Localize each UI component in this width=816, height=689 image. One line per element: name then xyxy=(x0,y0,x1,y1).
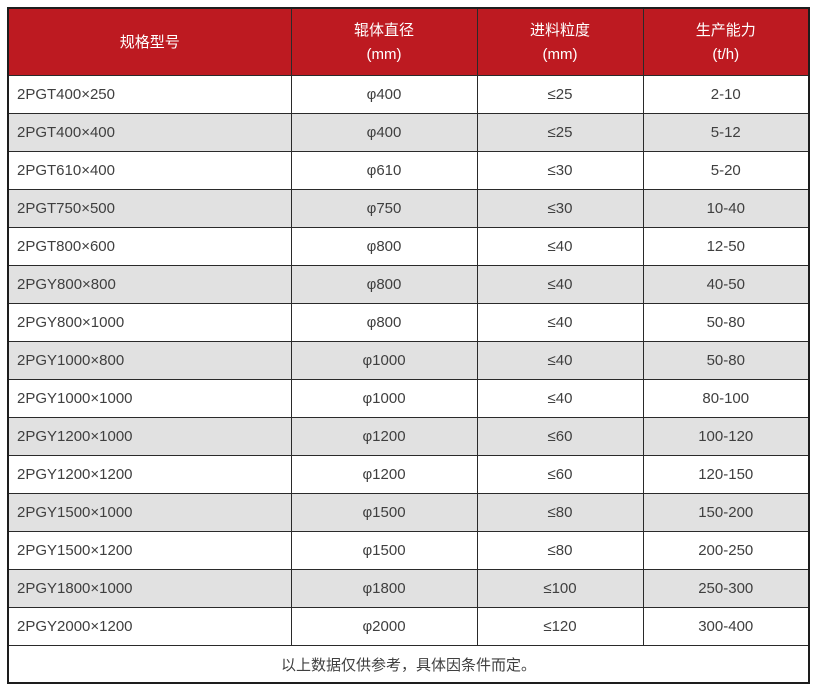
column-header-feed-size-label: 进料粒度 xyxy=(529,21,590,39)
table-row: 2PGY1200×1200 φ1200 ≤60 120-150 xyxy=(7,455,810,494)
capacity-cell: 50-80 xyxy=(642,341,810,380)
diameter-cell: φ400 xyxy=(290,113,478,152)
capacity-cell: 200-250 xyxy=(642,531,810,570)
spec-table-body: 2PGT400×250 φ400 ≤25 2-10 2PGT400×400 φ400 ≤25… xyxy=(7,75,810,646)
capacity-cell: 5-20 xyxy=(642,151,810,190)
diameter-cell: φ750 xyxy=(290,189,478,228)
footnote-text: 以上数据仅供参考，具体因条件而定。 xyxy=(7,645,810,684)
feed-size-cell: ≤100 xyxy=(476,569,644,608)
column-header-capacity: 生产能力 (t/h) xyxy=(642,7,810,76)
capacity-cell: 150-200 xyxy=(642,493,810,532)
feed-size-cell: ≤120 xyxy=(476,607,644,646)
model-cell: 2PGY1000×1000 xyxy=(7,379,292,418)
table-row: 2PGY1000×1000 φ1000 ≤40 80-100 xyxy=(7,379,810,418)
feed-size-cell: ≤25 xyxy=(476,113,644,152)
model-cell: 2PGY1800×1000 xyxy=(7,569,292,608)
diameter-cell: φ1200 xyxy=(290,455,478,494)
footnote-row: 以上数据仅供参考，具体因条件而定。 xyxy=(7,645,810,684)
model-cell: 2PGY1500×1000 xyxy=(7,493,292,532)
model-cell: 2PGT610×400 xyxy=(7,151,292,190)
capacity-cell: 5-12 xyxy=(642,113,810,152)
feed-size-cell: ≤60 xyxy=(476,455,644,494)
diameter-cell: φ1800 xyxy=(290,569,478,608)
diameter-cell: φ1000 xyxy=(290,379,478,418)
spec-table-header: 规格型号 辊体直径 (mm) 进料粒度 (mm) xyxy=(7,7,810,76)
diameter-cell: φ1500 xyxy=(290,493,478,532)
table-row: 2PGT400×400 φ400 ≤25 5-12 xyxy=(7,113,810,152)
capacity-cell: 300-400 xyxy=(642,607,810,646)
column-header-roller-diameter: 辊体直径 (mm) xyxy=(290,7,478,76)
feed-size-cell: ≤40 xyxy=(476,303,644,342)
model-cell: 2PGY1200×1000 xyxy=(7,417,292,456)
spec-table: 规格型号 辊体直径 (mm) 进料粒度 (mm) xyxy=(7,7,810,684)
table-row: 2PGY1800×1000 φ1800 ≤100 250-300 xyxy=(7,569,810,608)
column-header-feed-size: 进料粒度 (mm) xyxy=(476,7,644,76)
feed-size-cell: ≤25 xyxy=(476,75,644,114)
feed-size-cell: ≤40 xyxy=(476,379,644,418)
diameter-cell: φ1500 xyxy=(290,531,478,570)
model-cell: 2PGY1000×800 xyxy=(7,341,292,380)
capacity-cell: 40-50 xyxy=(642,265,810,304)
diameter-cell: φ800 xyxy=(290,227,478,266)
column-header-capacity-unit: (t/h) xyxy=(712,45,740,63)
capacity-cell: 50-80 xyxy=(642,303,810,342)
model-cell: 2PGY1500×1200 xyxy=(7,531,292,570)
model-cell: 2PGY1200×1200 xyxy=(7,455,292,494)
column-header-model-label: 规格型号 xyxy=(119,33,180,51)
spec-table-footer: 以上数据仅供参考，具体因条件而定。 xyxy=(7,645,810,684)
table-row: 2PGY2000×1200 φ2000 ≤120 300-400 xyxy=(7,607,810,646)
column-header-capacity-label: 生产能力 xyxy=(695,21,756,39)
feed-size-cell: ≤80 xyxy=(476,493,644,532)
diameter-cell: φ2000 xyxy=(290,607,478,646)
feed-size-cell: ≤40 xyxy=(476,265,644,304)
model-cell: 2PGT800×600 xyxy=(7,227,292,266)
table-row: 2PGY1500×1000 φ1500 ≤80 150-200 xyxy=(7,493,810,532)
capacity-cell: 2-10 xyxy=(642,75,810,114)
table-row: 2PGT610×400 φ610 ≤30 5-20 xyxy=(7,151,810,190)
table-row: 2PGY800×1000 φ800 ≤40 50-80 xyxy=(7,303,810,342)
capacity-cell: 12-50 xyxy=(642,227,810,266)
table-row: 2PGY1500×1200 φ1500 ≤80 200-250 xyxy=(7,531,810,570)
feed-size-cell: ≤30 xyxy=(476,151,644,190)
column-header-feed-size-unit: (mm) xyxy=(542,45,578,63)
diameter-cell: φ800 xyxy=(290,265,478,304)
diameter-cell: φ400 xyxy=(290,75,478,114)
diameter-cell: φ1200 xyxy=(290,417,478,456)
column-header-roller-diameter-label: 辊体直径 xyxy=(353,21,414,39)
header-row: 规格型号 辊体直径 (mm) 进料粒度 (mm) xyxy=(7,7,810,76)
model-cell: 2PGY2000×1200 xyxy=(7,607,292,646)
diameter-cell: φ800 xyxy=(290,303,478,342)
feed-size-cell: ≤80 xyxy=(476,531,644,570)
model-cell: 2PGY800×1000 xyxy=(7,303,292,342)
table-row: 2PGY1200×1000 φ1200 ≤60 100-120 xyxy=(7,417,810,456)
column-header-roller-diameter-unit: (mm) xyxy=(366,45,402,63)
capacity-cell: 80-100 xyxy=(642,379,810,418)
table-row: 2PGT800×600 φ800 ≤40 12-50 xyxy=(7,227,810,266)
table-row: 2PGT400×250 φ400 ≤25 2-10 xyxy=(7,75,810,114)
column-header-model: 规格型号 xyxy=(7,7,292,76)
capacity-cell: 250-300 xyxy=(642,569,810,608)
table-row: 2PGY1000×800 φ1000 ≤40 50-80 xyxy=(7,341,810,380)
model-cell: 2PGT400×400 xyxy=(7,113,292,152)
capacity-cell: 100-120 xyxy=(642,417,810,456)
capacity-cell: 120-150 xyxy=(642,455,810,494)
model-cell: 2PGT750×500 xyxy=(7,189,292,228)
feed-size-cell: ≤30 xyxy=(476,189,644,228)
capacity-cell: 10-40 xyxy=(642,189,810,228)
table-row: 2PGT750×500 φ750 ≤30 10-40 xyxy=(7,189,810,228)
model-cell: 2PGY800×800 xyxy=(7,265,292,304)
feed-size-cell: ≤60 xyxy=(476,417,644,456)
feed-size-cell: ≤40 xyxy=(476,227,644,266)
model-cell: 2PGT400×250 xyxy=(7,75,292,114)
table-row: 2PGY800×800 φ800 ≤40 40-50 xyxy=(7,265,810,304)
diameter-cell: φ1000 xyxy=(290,341,478,380)
diameter-cell: φ610 xyxy=(290,151,478,190)
feed-size-cell: ≤40 xyxy=(476,341,644,380)
